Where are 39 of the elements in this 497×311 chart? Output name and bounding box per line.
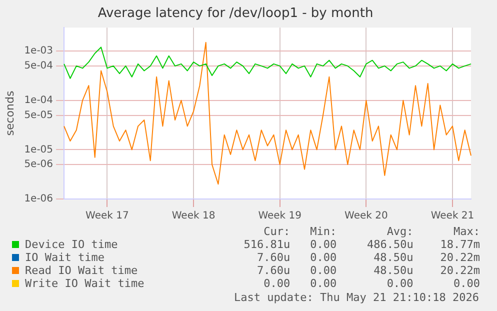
text: Min: <box>309 225 337 238</box>
legend-label: Device IO time <box>25 238 118 251</box>
text: 20.22m <box>439 251 480 264</box>
text: 0.00 <box>309 238 337 251</box>
text: 7.60u <box>256 251 290 264</box>
y-tick-label: 1e-03 <box>24 46 54 57</box>
y-tick-label: 5e-05 <box>24 110 54 121</box>
x-tick-label: Week 19 <box>258 210 302 222</box>
text: 18.77m <box>439 238 480 251</box>
legend-label: Read IO Wait time <box>25 264 138 277</box>
text: 0.00 <box>262 277 290 290</box>
text: Avg: <box>386 225 414 238</box>
text: Last update: Thu May 21 21:10:18 2026 <box>232 290 480 305</box>
text: 0.00 <box>309 264 337 277</box>
y-tick-label: 5e-04 <box>24 60 54 72</box>
text: Cur: <box>262 225 290 238</box>
y-tick-label: 1e-05 <box>24 144 54 156</box>
x-tick-label: Week 21 <box>430 210 474 222</box>
legend-label: IO Wait time <box>25 251 104 264</box>
text: 486.50u <box>366 238 414 251</box>
text: 516.81u <box>242 238 290 251</box>
text: Max: <box>452 225 480 238</box>
text: 48.50u <box>372 251 414 264</box>
legend-label: Write IO Wait time <box>25 277 144 290</box>
text: 0.00 <box>452 277 480 290</box>
text: 48.50u <box>372 264 414 277</box>
x-tick-label: Week 18 <box>172 210 216 222</box>
text: 7.60u <box>256 264 290 277</box>
x-tick-label: Week 20 <box>344 210 388 222</box>
y-tick-label: 1e-06 <box>24 194 54 205</box>
y-tick-label: 1e-04 <box>24 95 54 106</box>
y-axis-title: seconds <box>3 90 16 136</box>
text: 0.00 <box>309 277 337 290</box>
text: 0.00 <box>309 251 337 264</box>
x-tick-label: Week 17 <box>86 210 129 222</box>
text: 20.22m <box>439 264 480 277</box>
text: 0.00 <box>386 277 414 290</box>
chart-title: Average latency for /dev/loop1 - by month <box>98 6 374 22</box>
y-tick-label: 5e-06 <box>24 159 54 170</box>
